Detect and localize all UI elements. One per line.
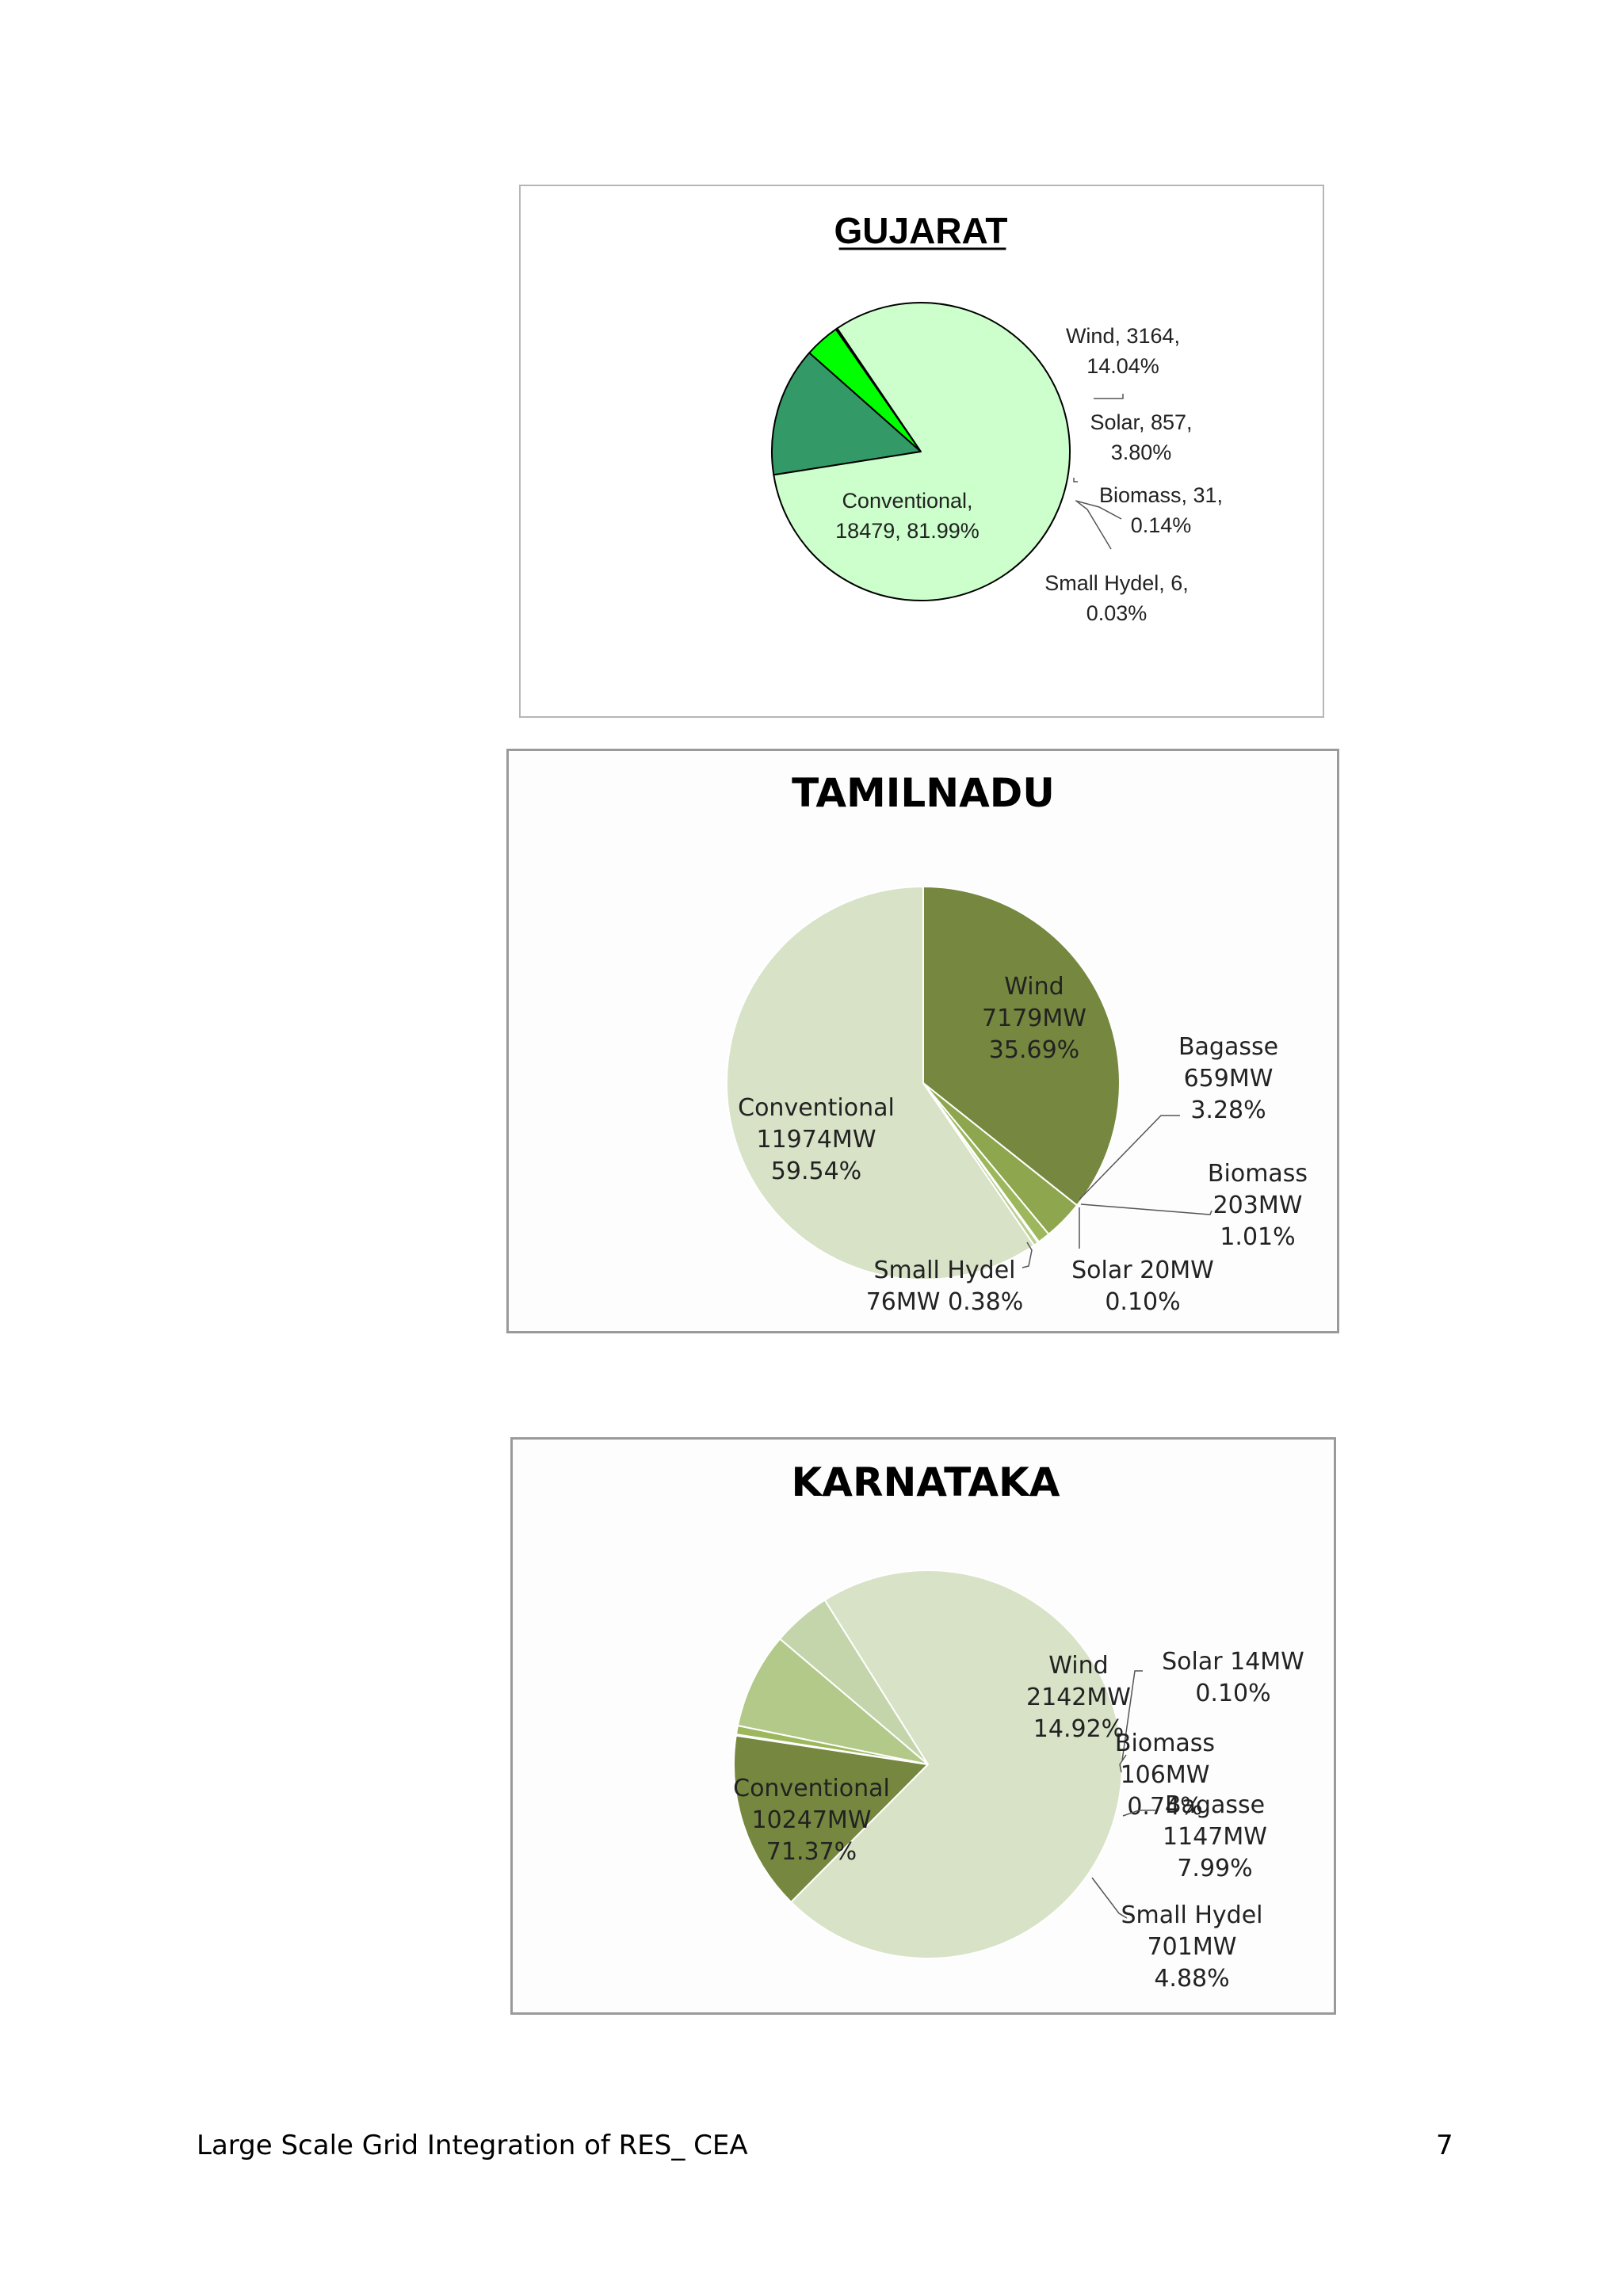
data-label-bagasse: 7.99% xyxy=(1177,1855,1252,1882)
data-label-small-hydel: Small Hydel xyxy=(1121,1901,1262,1929)
data-label-wind: 2142MW xyxy=(1026,1684,1131,1711)
leader-line-solar xyxy=(1073,478,1078,482)
data-label-wind: 35.69% xyxy=(989,1036,1079,1064)
leader-line-wind xyxy=(1094,394,1124,399)
footer-document-title: Large Scale Grid Integration of RES_ CEA xyxy=(197,2130,748,2161)
chart-gujarat: GUJARAT Wind, 3164, 14.04% Solar, 857, 3.80%… xyxy=(519,185,1324,718)
data-label-bagasse: 659MW xyxy=(1184,1065,1274,1093)
data-label-biomass: Biomass xyxy=(1208,1160,1308,1188)
data-label-solar: Solar, 857, xyxy=(1090,410,1192,434)
leader-line-small-hydel xyxy=(1091,1877,1128,1919)
data-label-conventional: 18479, 81.99% xyxy=(835,519,980,543)
data-label-wind: Wind xyxy=(1048,1652,1108,1680)
data-label-small-hydel: Small Hydel, 6, xyxy=(1044,571,1189,595)
data-label-biomass: 203MW xyxy=(1213,1192,1303,1219)
data-label-conventional: 10247MW xyxy=(752,1806,872,1834)
pie-slice-bagasse xyxy=(736,1638,929,1765)
chart-gujarat-svg: GUJARAT Wind, 3164, 14.04% Solar, 857, 3.80%… xyxy=(771,210,1223,625)
data-label-conventional: 11974MW xyxy=(757,1126,876,1154)
data-label-wind: 14.04% xyxy=(1086,354,1159,378)
data-label-wind: 7179MW xyxy=(982,1005,1086,1032)
data-label-solar: Solar 14MW xyxy=(1162,1648,1304,1676)
data-label-bagasse: 3.28% xyxy=(1190,1097,1266,1124)
leader-line-solar xyxy=(1121,1670,1143,1761)
chart-karnataka: KARNATAKA Wind 2142MW 14.92% Solar 14MW 0.10%… xyxy=(510,1437,1336,2015)
data-label-solar: 0.10% xyxy=(1195,1680,1270,1707)
leader-line-small-hydel xyxy=(1022,1241,1033,1268)
leader-line-bagasse xyxy=(1079,1115,1180,1200)
data-label-biomass: 1.01% xyxy=(1220,1223,1295,1251)
pie-slice-wind xyxy=(771,352,922,476)
data-label-biomass: 0.14% xyxy=(1131,513,1192,537)
data-label-biomass: 106MW xyxy=(1121,1761,1210,1789)
data-label-biomass: Biomass xyxy=(1115,1730,1215,1757)
data-label-biomass: Biomass, 31, xyxy=(1099,483,1223,507)
data-label-small-hydel: 701MW xyxy=(1148,1933,1237,1961)
chart-karnataka-svg: KARNATAKA Wind 2142MW 14.92% Solar 14MW 0.10%… xyxy=(733,1459,1304,1993)
leader-line-biomass xyxy=(1075,500,1122,520)
data-label-conventional: 59.54% xyxy=(771,1158,861,1185)
data-label-biomass: 0.74% xyxy=(1127,1793,1202,1821)
data-label-conventional: Conventional, xyxy=(842,489,972,513)
leader-line-small-hydel xyxy=(1076,501,1112,550)
chart-title: KARNATAKA xyxy=(792,1459,1060,1505)
pie-slice-conventional xyxy=(790,1569,1123,1959)
data-label-conventional: Conventional xyxy=(733,1775,890,1802)
chart-tamilnadu: TAMILNADU Wind 7179MW 35.69% Bagasse 659MW 3.2… xyxy=(506,749,1339,1333)
pie-slice-conventional xyxy=(773,302,1071,601)
data-label-bagasse: Bagasse xyxy=(1165,1791,1265,1819)
data-label-small-hydel: 0.03% xyxy=(1086,601,1148,625)
data-label-conventional: Conventional xyxy=(738,1094,895,1122)
pie-slice-conventional xyxy=(726,886,1035,1280)
data-label-wind: 14.92% xyxy=(1033,1715,1124,1743)
data-label-wind: Wind xyxy=(1004,973,1064,1001)
data-label-bagasse: Bagasse xyxy=(1178,1033,1278,1061)
chart-title: TAMILNADU xyxy=(792,770,1055,816)
data-label-small-hydel: 4.88% xyxy=(1154,1965,1229,1993)
leader-line-bagasse xyxy=(1122,1810,1156,1817)
data-label-solar: 0.10% xyxy=(1105,1288,1180,1316)
pie-slice-wind xyxy=(922,886,1121,1207)
leader-line-biomass xyxy=(1080,1203,1212,1215)
leader-line-biomass xyxy=(1119,1754,1127,1773)
data-label-small-hydel: Small Hydel xyxy=(873,1257,1015,1284)
pie-slice-wind xyxy=(733,1734,929,1903)
data-label-solar: 3.80% xyxy=(1111,441,1172,464)
footer-page-number: 7 xyxy=(1436,2130,1453,2161)
data-label-conventional: 71.37% xyxy=(766,1838,857,1866)
data-label-bagasse: 1147MW xyxy=(1163,1823,1267,1851)
data-label-solar: Solar 20MW xyxy=(1071,1257,1214,1284)
data-label-wind: Wind, 3164, xyxy=(1066,324,1180,348)
data-label-small-hydel: 76MW 0.38% xyxy=(866,1288,1024,1316)
chart-title: GUJARAT xyxy=(834,210,1008,251)
chart-tamilnadu-svg: TAMILNADU Wind 7179MW 35.69% Bagasse 659MW 3.2… xyxy=(726,770,1308,1316)
